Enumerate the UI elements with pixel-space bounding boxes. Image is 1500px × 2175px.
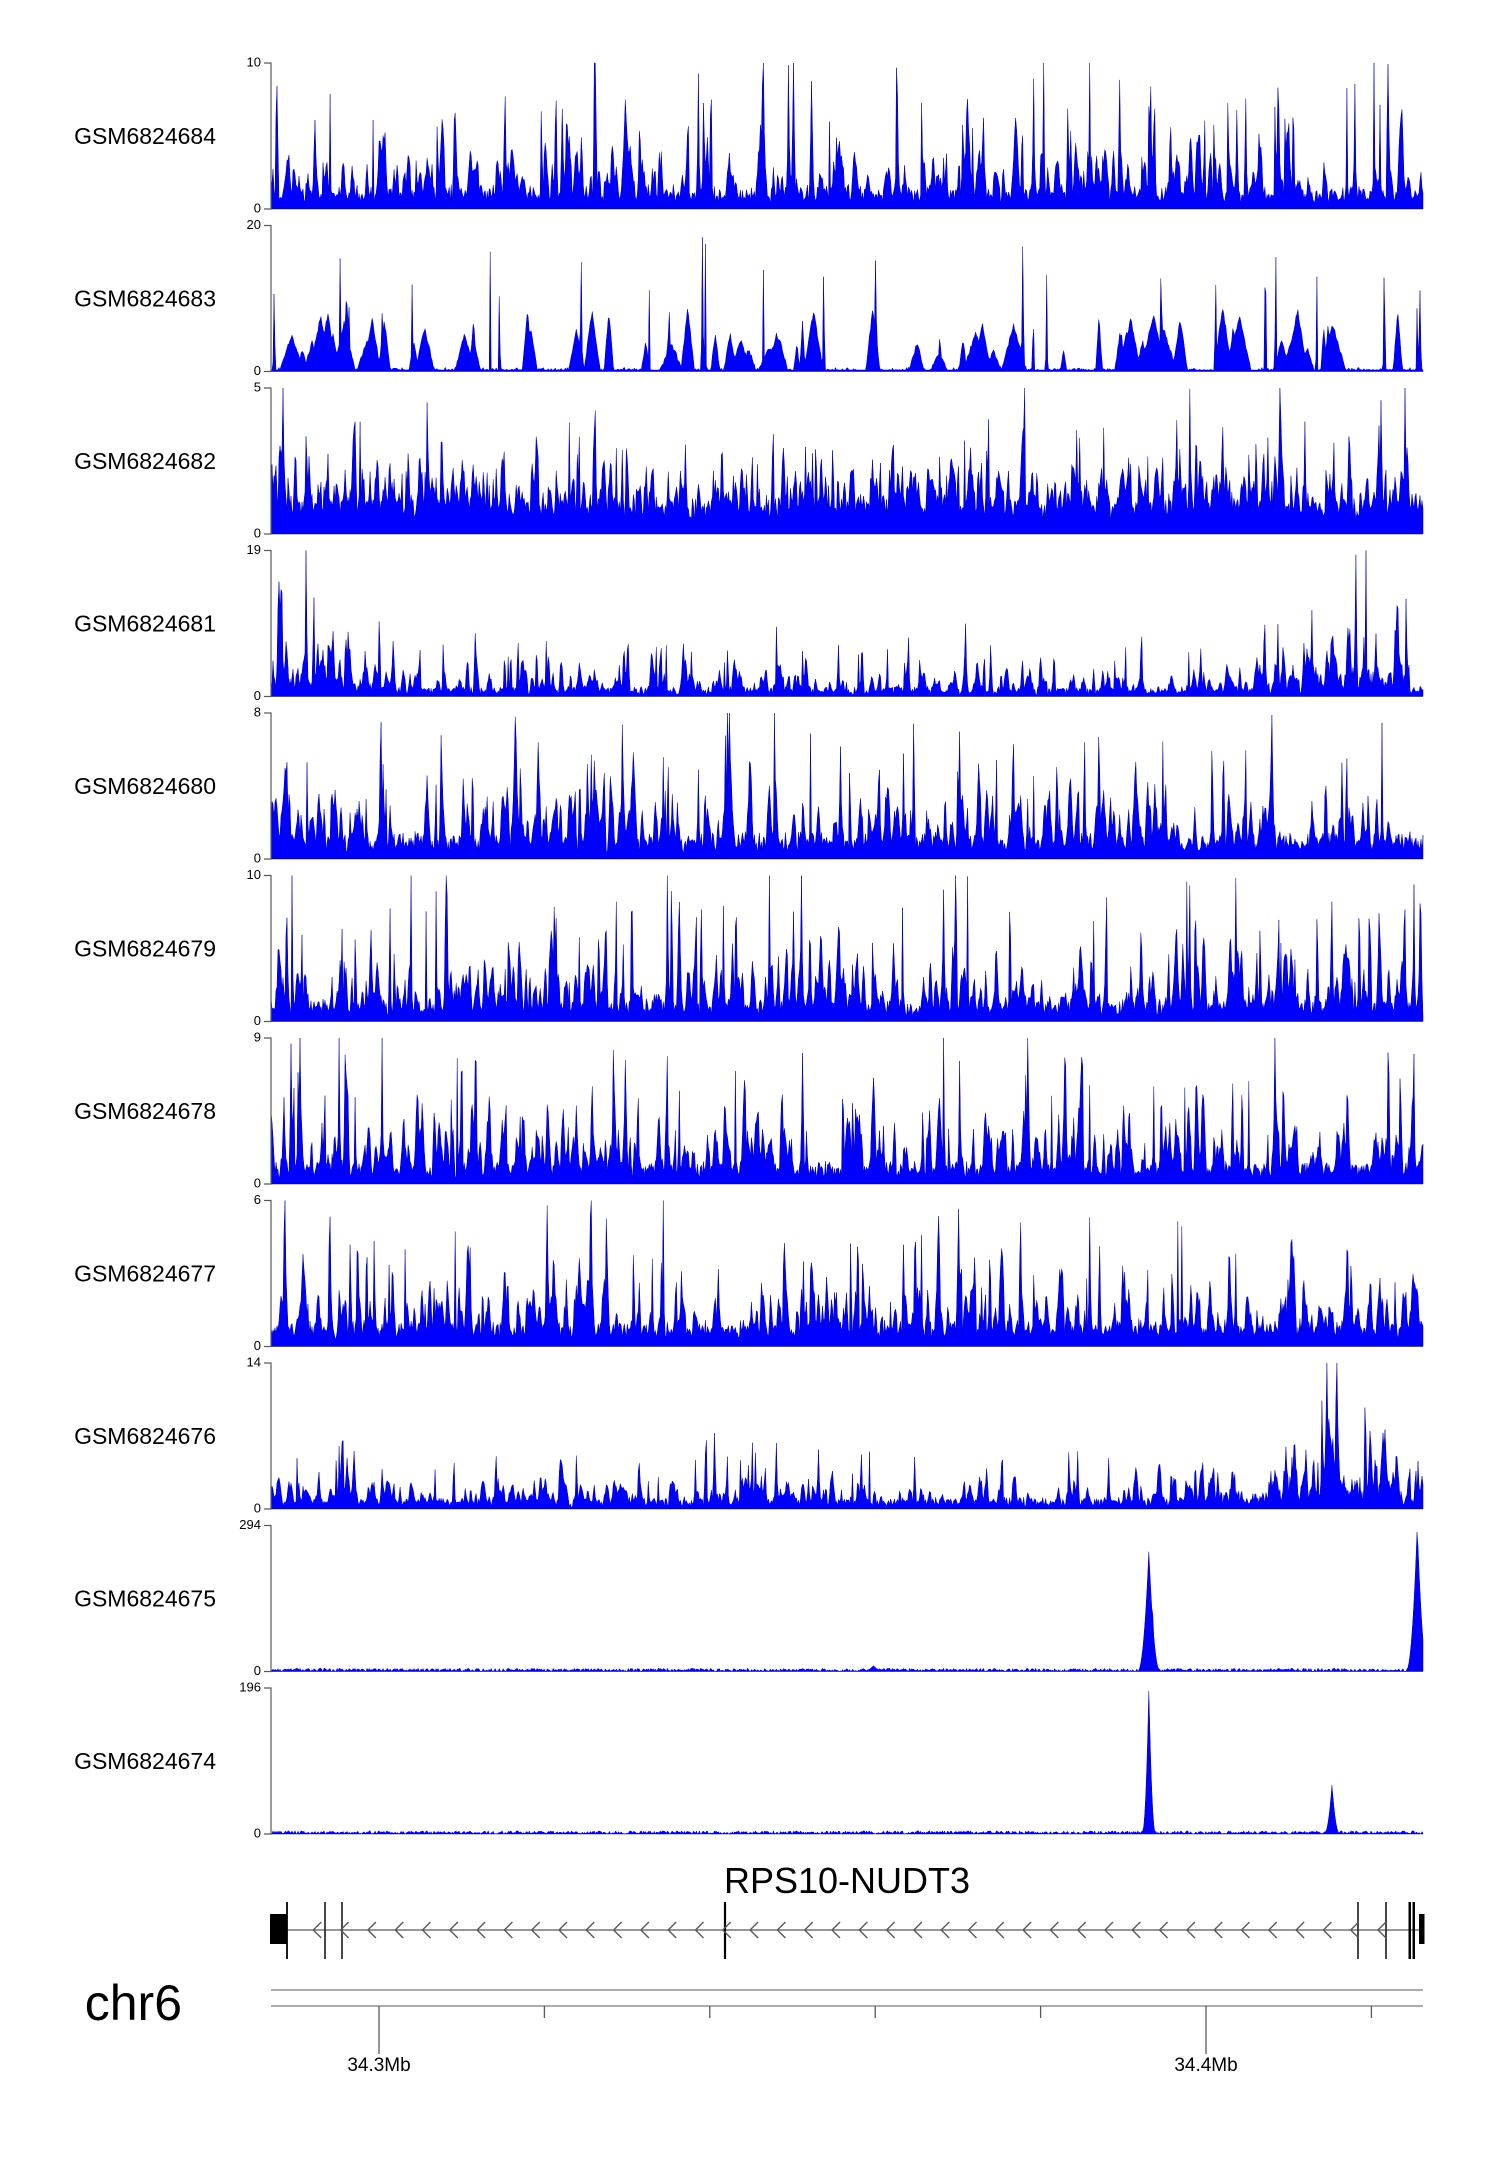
svg-text:0: 0 bbox=[254, 1176, 261, 1191]
svg-text:0: 0 bbox=[254, 201, 261, 216]
svg-text:GSM6824676: GSM6824676 bbox=[74, 1423, 216, 1449]
svg-text:19: 19 bbox=[247, 542, 261, 557]
svg-text:0: 0 bbox=[254, 1663, 261, 1678]
svg-text:294: 294 bbox=[239, 1517, 261, 1532]
svg-text:10: 10 bbox=[247, 55, 261, 70]
svg-text:196: 196 bbox=[239, 1680, 261, 1695]
svg-text:0: 0 bbox=[254, 526, 261, 541]
svg-text:0: 0 bbox=[254, 1501, 261, 1516]
svg-text:RPS10-NUDT3: RPS10-NUDT3 bbox=[724, 1860, 970, 1901]
svg-text:0: 0 bbox=[254, 851, 261, 866]
svg-text:10: 10 bbox=[247, 867, 261, 882]
svg-text:GSM6824682: GSM6824682 bbox=[74, 448, 216, 474]
svg-text:GSM6824675: GSM6824675 bbox=[74, 1586, 216, 1612]
svg-text:GSM6824683: GSM6824683 bbox=[74, 286, 216, 312]
svg-text:GSM6824681: GSM6824681 bbox=[74, 611, 216, 637]
svg-text:5: 5 bbox=[254, 380, 261, 395]
svg-text:GSM6824677: GSM6824677 bbox=[74, 1261, 216, 1287]
svg-text:GSM6824679: GSM6824679 bbox=[74, 936, 216, 962]
svg-text:GSM6824674: GSM6824674 bbox=[74, 1748, 216, 1774]
svg-text:0: 0 bbox=[254, 363, 261, 378]
svg-text:6: 6 bbox=[254, 1192, 261, 1207]
svg-text:14: 14 bbox=[247, 1355, 261, 1370]
svg-text:0: 0 bbox=[254, 1013, 261, 1028]
svg-text:8: 8 bbox=[254, 705, 261, 720]
svg-text:GSM6824678: GSM6824678 bbox=[74, 1098, 216, 1124]
svg-text:34.4Mb: 34.4Mb bbox=[1174, 2055, 1237, 2076]
svg-text:0: 0 bbox=[254, 1338, 261, 1353]
svg-text:GSM6824684: GSM6824684 bbox=[74, 123, 216, 149]
svg-text:0: 0 bbox=[254, 1826, 261, 1841]
svg-text:20: 20 bbox=[247, 217, 261, 232]
svg-text:chr6: chr6 bbox=[85, 1975, 182, 2031]
svg-text:9: 9 bbox=[254, 1030, 261, 1045]
svg-text:0: 0 bbox=[254, 688, 261, 703]
svg-text:34.3Mb: 34.3Mb bbox=[347, 2055, 410, 2076]
svg-text:GSM6824680: GSM6824680 bbox=[74, 773, 216, 799]
